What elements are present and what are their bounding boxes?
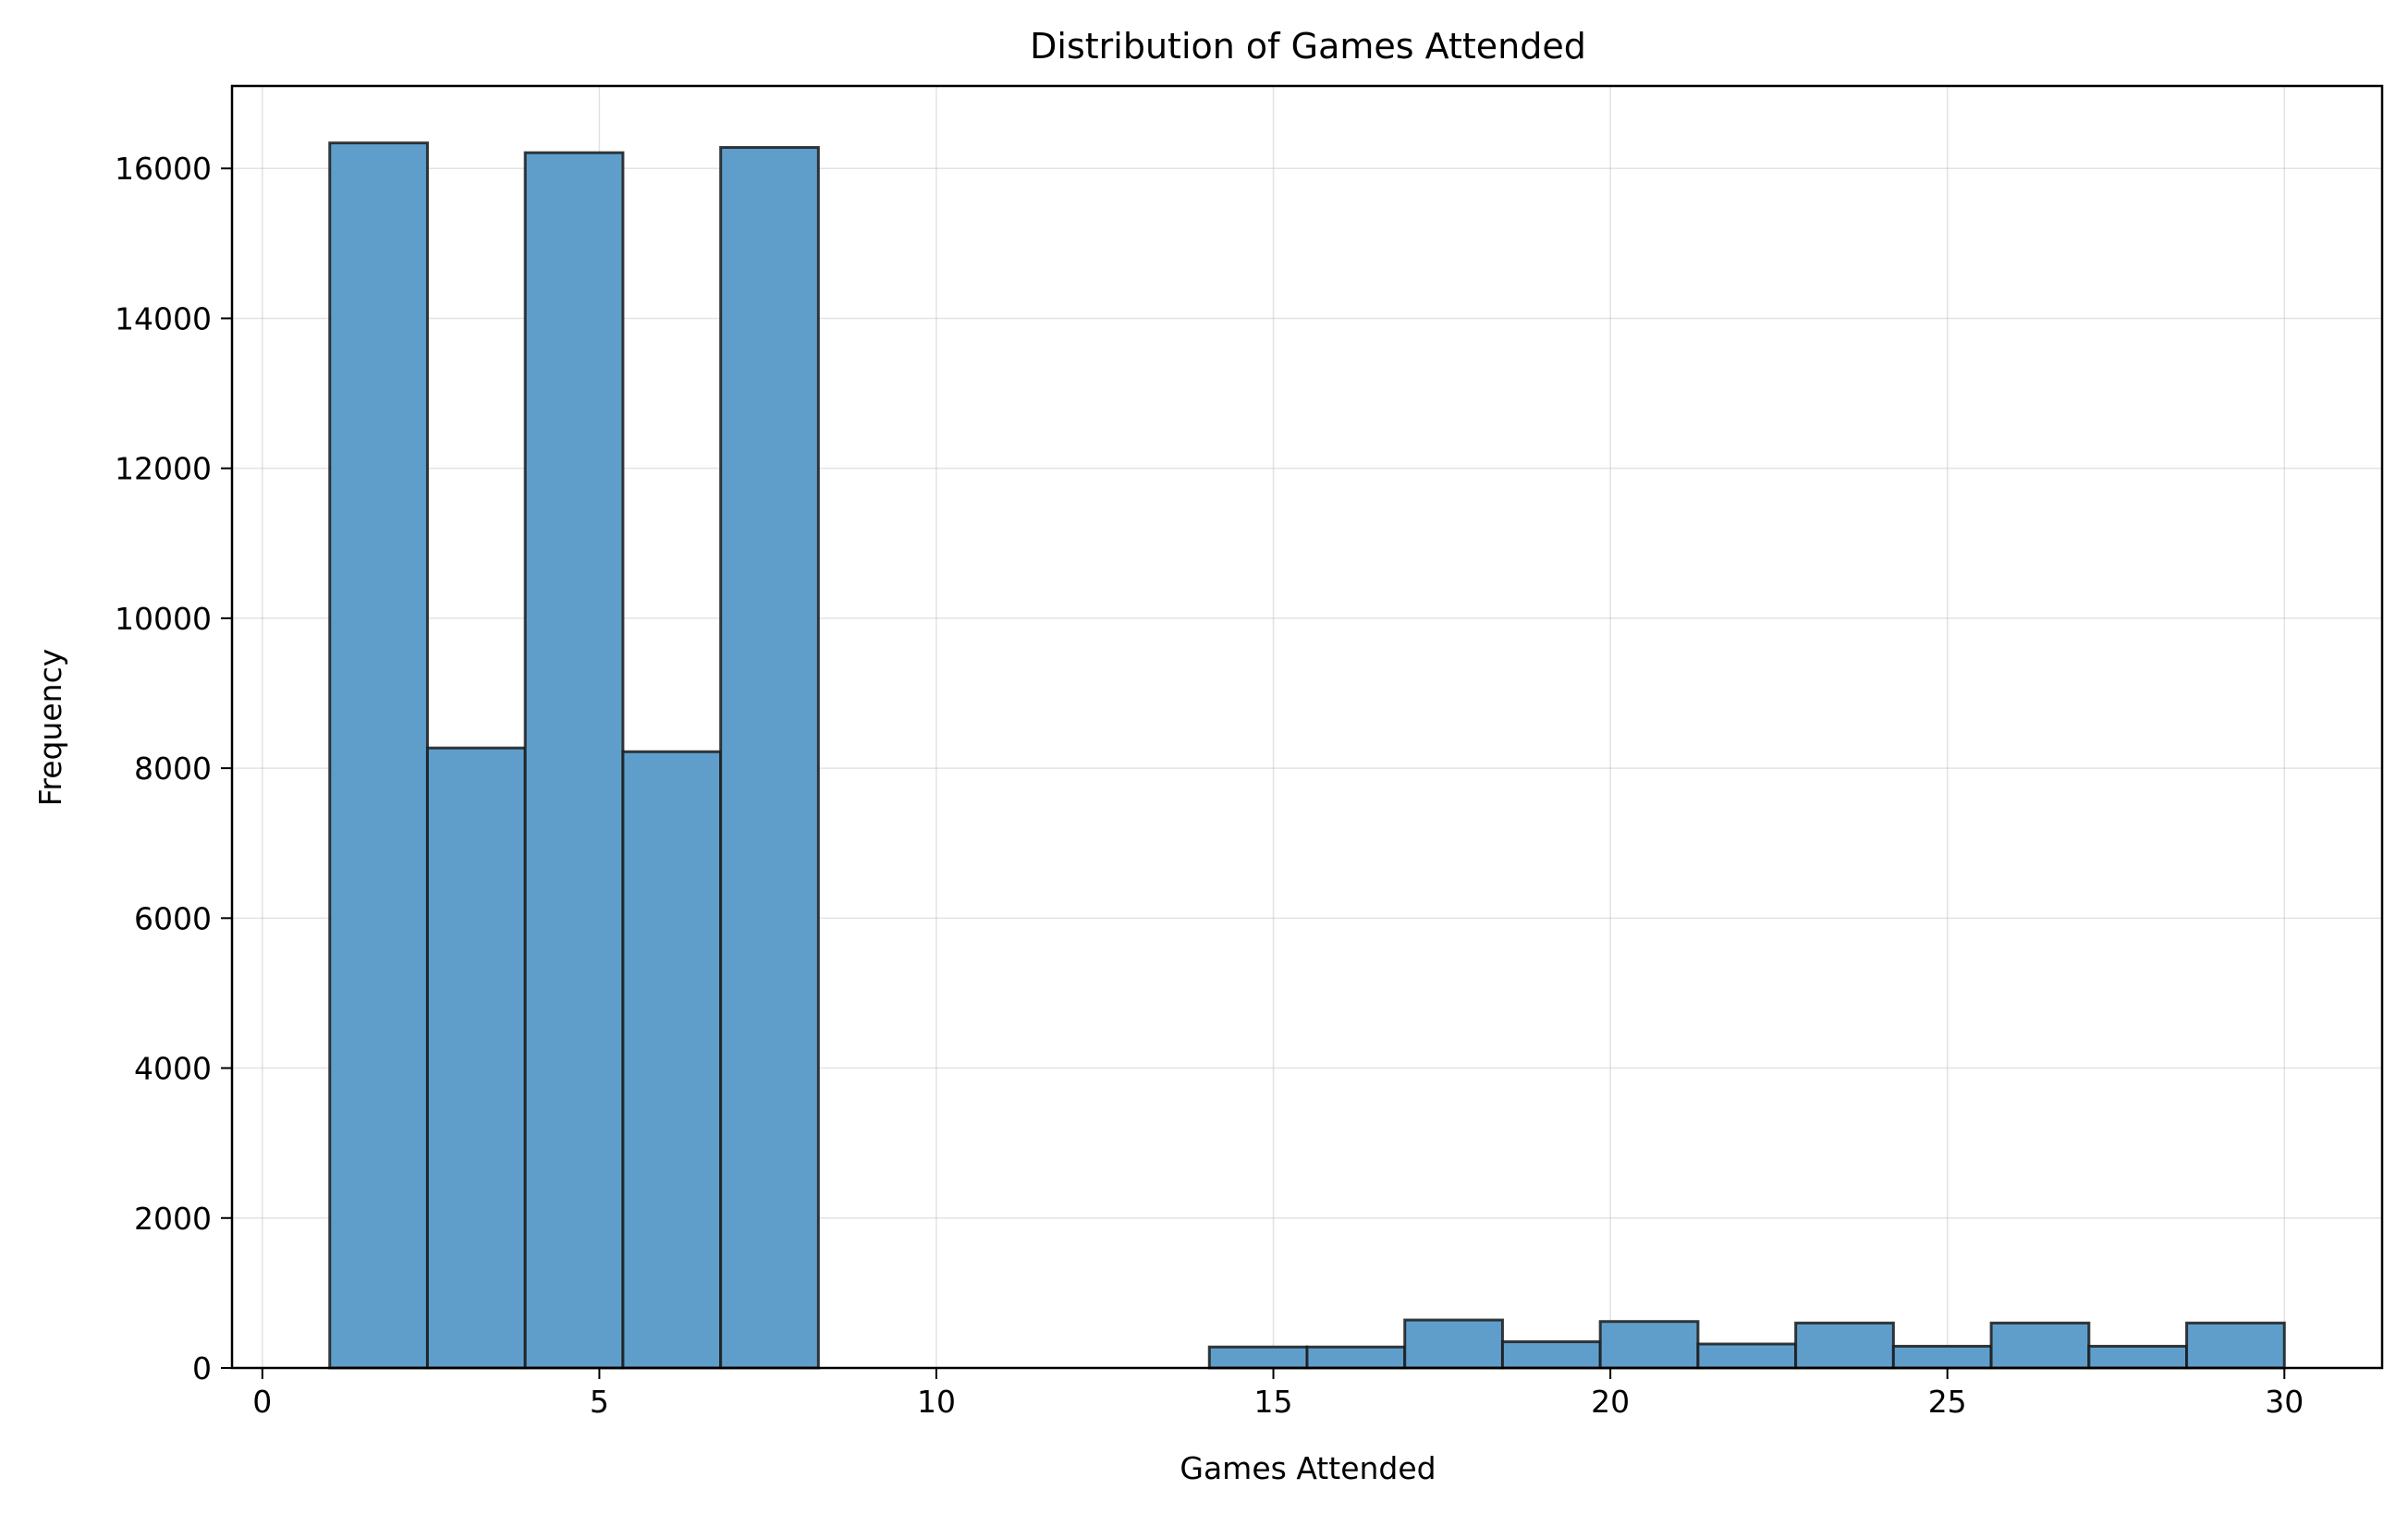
x-tick-label: 5 xyxy=(590,1384,609,1420)
y-tick-label: 12000 xyxy=(115,451,212,487)
histogram-bar xyxy=(2185,1321,2286,1370)
histogram-bar xyxy=(1598,1320,1700,1370)
y-tick-label: 14000 xyxy=(115,300,212,336)
y-tick-label: 6000 xyxy=(134,900,212,936)
x-axis-ticks: 0 5 10 15 20 25 30 xyxy=(252,1368,2304,1420)
histogram-bar xyxy=(425,746,527,1370)
y-tick-label: 4000 xyxy=(134,1051,212,1087)
histogram-bar xyxy=(1305,1345,1407,1370)
histogram-bar xyxy=(621,750,723,1370)
plot-frame xyxy=(230,84,2384,1370)
y-tick-label: 8000 xyxy=(134,751,212,787)
histogram-bar xyxy=(1403,1318,1504,1370)
x-tick-label: 0 xyxy=(252,1384,272,1420)
y-axis-ticks: 0 2000 4000 6000 8000 10000 12000 14000 16000 xyxy=(115,151,232,1386)
x-axis-label: Games Attended xyxy=(1180,1450,1436,1486)
y-tick-label: 16000 xyxy=(115,151,212,187)
histogram-bar xyxy=(1207,1345,1309,1370)
y-tick-label: 0 xyxy=(192,1350,212,1386)
y-axis-label: Frequency xyxy=(32,649,68,806)
histogram-bar xyxy=(1891,1344,1993,1370)
histogram-bar xyxy=(1696,1342,1798,1370)
chart-title: Distribution of Games Attended xyxy=(1030,26,1586,67)
x-tick-label: 10 xyxy=(917,1384,956,1420)
x-tick-label: 25 xyxy=(1928,1384,1967,1420)
histogram-bar xyxy=(2087,1344,2189,1370)
x-tick-label: 20 xyxy=(1591,1384,1630,1420)
histogram-bar xyxy=(1500,1340,1602,1370)
histogram-bar xyxy=(719,146,820,1370)
histogram-bar xyxy=(328,141,429,1370)
histogram-bar xyxy=(1989,1321,2091,1370)
bars xyxy=(328,141,2286,1370)
x-tick-label: 30 xyxy=(2265,1384,2304,1420)
y-tick-label: 2000 xyxy=(134,1201,212,1237)
histogram-bar xyxy=(1794,1321,1895,1370)
y-tick-label: 10000 xyxy=(115,601,212,637)
histogram-bar xyxy=(523,151,625,1370)
x-tick-label: 15 xyxy=(1254,1384,1293,1420)
